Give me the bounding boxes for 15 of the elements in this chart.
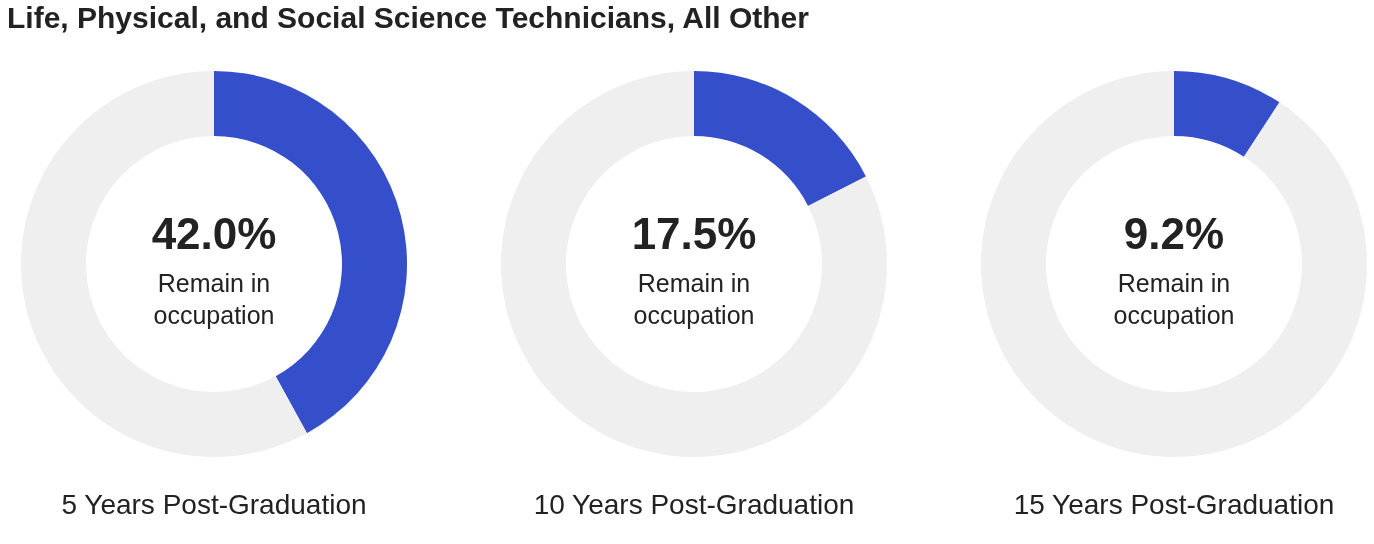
data-label: 17.5% bbox=[631, 209, 757, 258]
donut-slice bbox=[21, 71, 307, 457]
chart-title: Life, Physical, and Social Science Technicians, All Other bbox=[7, 1, 810, 34]
donut-slice bbox=[694, 71, 866, 206]
donut-slice bbox=[501, 71, 887, 457]
slice-label: Remain in occupation bbox=[633, 269, 755, 329]
slice-label: Remain in occupation bbox=[1113, 269, 1235, 329]
data-label: 9.2% bbox=[1123, 209, 1225, 258]
data-label: 42.0% bbox=[151, 209, 277, 258]
text: 5 Years Post-Graduation bbox=[61, 489, 367, 520]
donut-slice bbox=[1174, 71, 1280, 157]
donut-slice bbox=[981, 71, 1367, 457]
slice-label: Remain in occupation bbox=[153, 269, 275, 329]
text: 10 Years Post-Graduation bbox=[533, 489, 855, 520]
text: 15 Years Post-Graduation bbox=[1013, 489, 1335, 520]
